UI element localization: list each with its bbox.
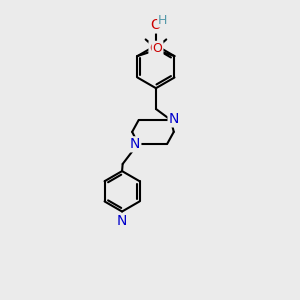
Text: H: H <box>158 14 167 27</box>
Text: N: N <box>117 214 127 229</box>
Text: O: O <box>149 42 159 55</box>
Text: O: O <box>151 19 161 32</box>
Text: N: N <box>130 137 140 152</box>
Text: O: O <box>153 42 163 55</box>
Text: N: N <box>169 112 179 126</box>
